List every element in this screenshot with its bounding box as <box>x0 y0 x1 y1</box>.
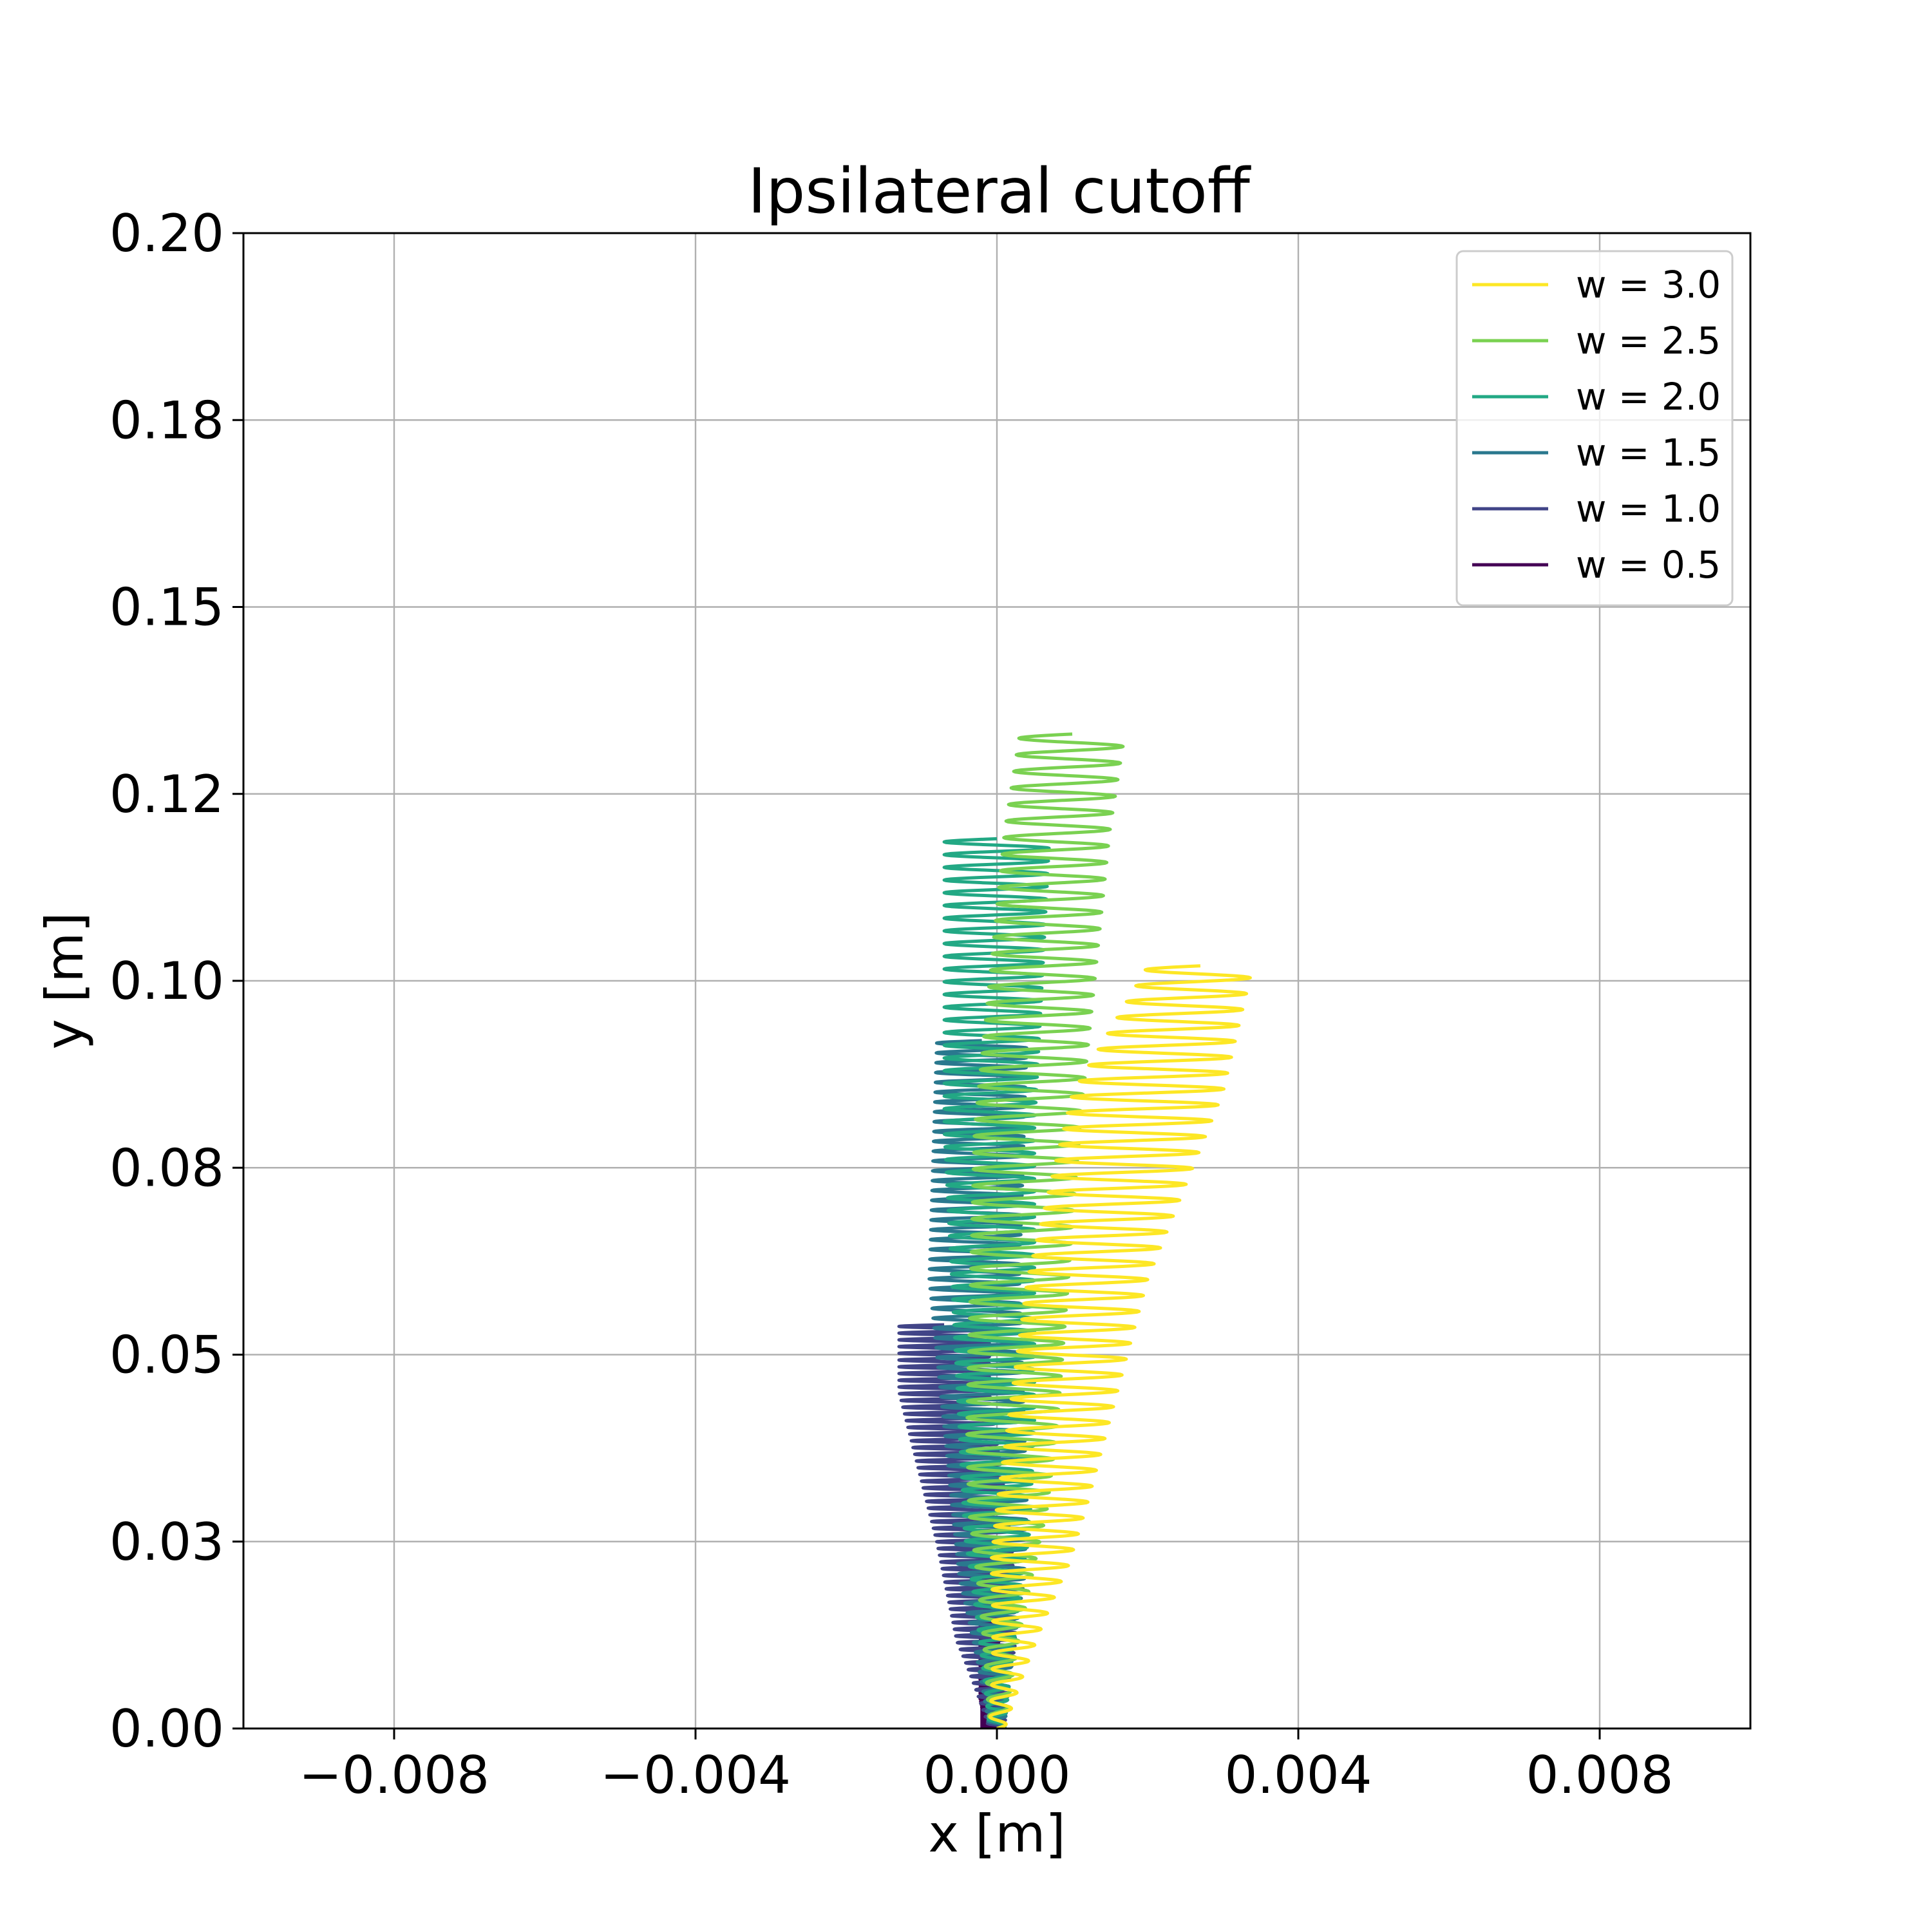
x-axis: −0.008 −0.004 0.000 0.004 0.008 <box>299 1728 1674 1805</box>
y-tick-label: 0.18 <box>109 390 224 450</box>
y-tick-label: 0.20 <box>109 204 224 263</box>
y-tick-label: 0.08 <box>109 1138 224 1198</box>
series-line <box>965 732 1125 1728</box>
y-axis-label: y [m] <box>35 912 95 1049</box>
legend-label: w = 3.0 <box>1576 263 1721 307</box>
y-axis: 0.00 0.03 0.05 0.08 0.10 0.12 0.15 0.18 0.20 <box>109 204 243 1759</box>
series-line <box>988 964 1252 1728</box>
x-tick-label: −0.008 <box>299 1745 489 1805</box>
x-tick-label: −0.004 <box>600 1745 791 1805</box>
y-tick-label: 0.00 <box>109 1699 224 1759</box>
y-tick-label: 0.03 <box>109 1512 224 1572</box>
x-tick-label: 0.000 <box>923 1745 1070 1805</box>
x-axis-label: x [m] <box>928 1804 1065 1864</box>
legend-label: w = 1.0 <box>1576 487 1721 531</box>
y-tick-label: 0.12 <box>109 764 224 824</box>
y-tick-label: 0.05 <box>109 1325 224 1385</box>
y-tick-label: 0.10 <box>109 951 224 1011</box>
legend-label: w = 2.0 <box>1576 375 1721 419</box>
x-tick-label: 0.004 <box>1224 1745 1372 1805</box>
series-group <box>897 732 1252 1728</box>
y-tick-label: 0.15 <box>109 578 224 638</box>
legend-label: w = 2.5 <box>1576 319 1721 363</box>
legend-label: w = 0.5 <box>1576 543 1721 587</box>
x-tick-label: 0.008 <box>1526 1745 1673 1805</box>
legend-label: w = 1.5 <box>1576 431 1721 475</box>
plot-area <box>897 732 1252 1728</box>
chart-title: Ipsilateral cutoff <box>748 155 1251 227</box>
legend: w = 3.0 w = 2.5 w = 2.0 w = 1.5 w = 1.0 w = 0… <box>1455 250 1734 607</box>
